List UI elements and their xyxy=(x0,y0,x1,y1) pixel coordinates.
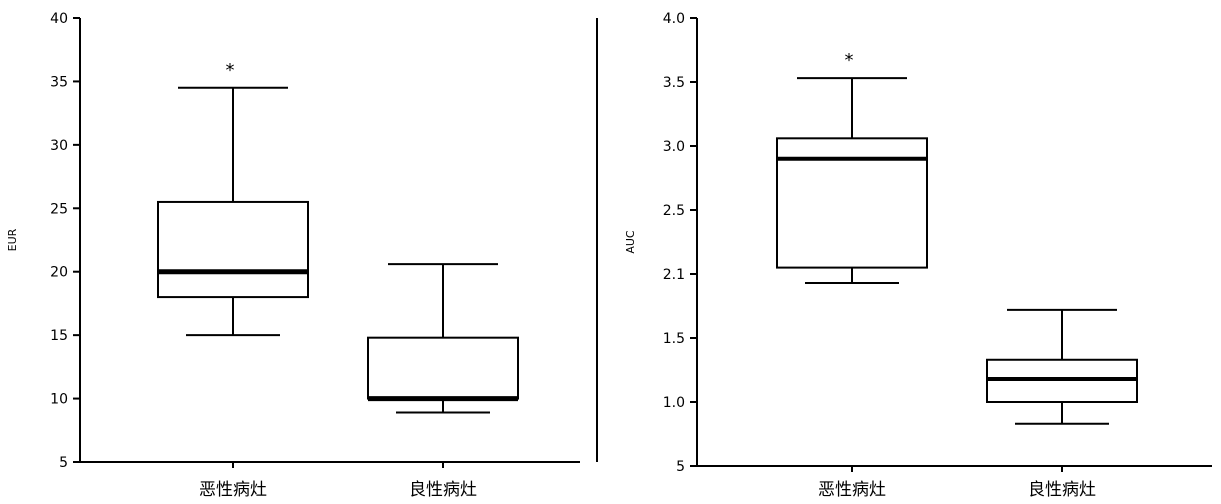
y-axis-label: AUC xyxy=(624,230,637,254)
significance-marker: * xyxy=(226,60,235,81)
y-tick-label: 1.5 xyxy=(663,331,685,347)
y-tick-label: 5 xyxy=(676,459,685,475)
y-tick-label: 20 xyxy=(50,265,68,281)
y-tick-label: 30 xyxy=(50,138,68,154)
y-tick-label: 40 xyxy=(50,11,68,27)
left-boxplot-panel: 5 10 15 20 25 30 35 40 EUR * 恶性病灶 良性病灶 xyxy=(6,11,580,500)
iqr-box xyxy=(367,336,519,400)
y-tick-label: 35 xyxy=(50,74,68,90)
y-tick-label: 3.0 xyxy=(663,139,685,155)
y-tick-label: 25 xyxy=(50,201,68,217)
x-category-label: 恶性病灶 xyxy=(199,480,267,500)
iqr-box xyxy=(157,200,309,299)
x-category-label: 良性病灶 xyxy=(1028,480,1096,500)
y-tick-label: 15 xyxy=(50,328,68,344)
y-tick-label: 4.0 xyxy=(663,11,685,27)
significance-marker: * xyxy=(845,50,854,71)
right-boxplot-panel: 5 1.0 1.5 2.1 2.5 3.0 3.5 4.0 AUC * 恶性病灶 良性病灶 xyxy=(624,11,1212,500)
y-tick-label: 10 xyxy=(50,392,68,408)
x-category-label: 良性病灶 xyxy=(409,480,477,500)
y-axis-label: EUR xyxy=(6,228,19,251)
y-tick-label: 3.5 xyxy=(663,75,685,91)
y-tick-label: 2.5 xyxy=(663,203,685,219)
y-tick-label: 2.1 xyxy=(663,267,685,283)
x-category-label: 恶性病灶 xyxy=(818,480,886,500)
y-tick-label: 1.0 xyxy=(663,395,685,411)
y-tick-label: 5 xyxy=(59,455,68,471)
